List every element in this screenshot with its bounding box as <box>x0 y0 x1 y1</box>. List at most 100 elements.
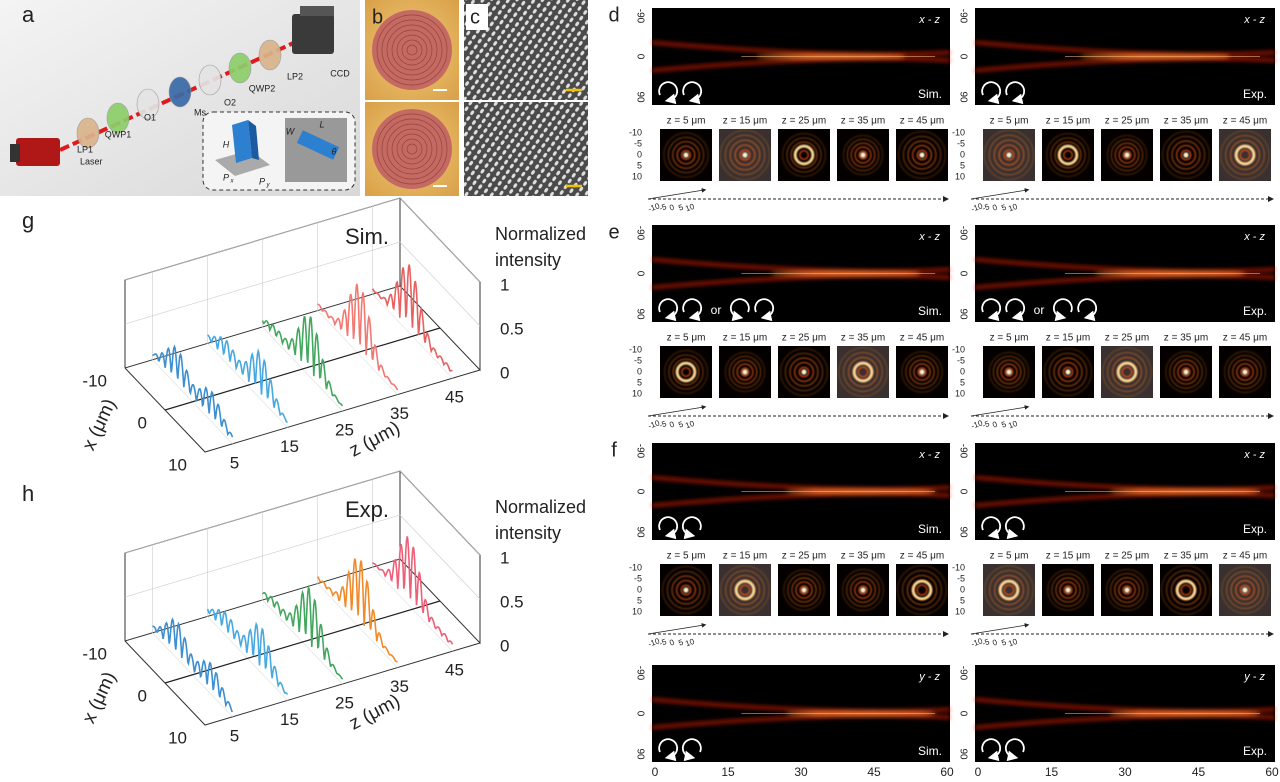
ring <box>680 149 692 161</box>
ring <box>1230 575 1260 605</box>
image-axis-diag <box>970 623 1030 635</box>
z-label: z = 25 μm <box>1105 333 1149 344</box>
metalens <box>372 10 452 90</box>
ring <box>787 573 821 607</box>
ring <box>1227 354 1263 390</box>
image-tick-label: 0 <box>637 584 642 594</box>
ring <box>1047 569 1089 611</box>
donut <box>1116 361 1138 383</box>
ring <box>724 134 766 176</box>
z-label: z = 45 μm <box>1223 116 1267 127</box>
image-tick-label: -10 <box>952 344 965 354</box>
image-tick-label: 5 <box>960 377 965 387</box>
image-tick-label: 5 <box>677 637 685 647</box>
donut <box>793 144 815 166</box>
ring <box>1122 150 1132 160</box>
ring <box>1003 149 1015 161</box>
image-tick-label: 5 <box>677 419 685 429</box>
ring <box>672 358 700 386</box>
ring <box>667 136 705 174</box>
ring <box>897 130 947 180</box>
focal-spot <box>683 152 689 158</box>
source-tag: Sim. <box>345 224 389 249</box>
image-tick-label: 10 <box>632 388 642 398</box>
ring <box>838 347 888 397</box>
rings <box>1105 568 1149 612</box>
beam-profile <box>651 714 951 729</box>
ring <box>663 132 709 178</box>
z-label: z = 15 μm <box>723 116 767 127</box>
ring <box>1165 569 1207 611</box>
intensity-trace <box>261 315 344 407</box>
inset-label: θ <box>332 146 337 156</box>
image-tick-label: 5 <box>637 377 642 387</box>
intensity-image <box>983 564 1035 616</box>
image-tick-label: -5 <box>658 637 668 648</box>
ring <box>1050 137 1086 173</box>
focal-spot <box>1183 152 1189 158</box>
focal-spot <box>742 369 748 375</box>
rings <box>1165 351 1207 393</box>
intensity-image <box>1101 346 1153 398</box>
z-label: z = 5 μm <box>667 116 706 127</box>
ring <box>1165 351 1207 393</box>
image-tick-label: 0 <box>637 149 642 159</box>
ring <box>1000 363 1018 381</box>
component-label: O1 <box>144 112 156 122</box>
image-tick-label: 0 <box>668 637 676 647</box>
strip-tick-label: 90 <box>634 91 645 103</box>
ring <box>841 568 885 612</box>
focal-spot <box>860 152 866 158</box>
rings <box>1102 347 1152 397</box>
grid-line <box>124 197 481 283</box>
pillar <box>232 120 252 163</box>
tick-label: 0 <box>138 686 147 705</box>
inset-label: W <box>286 126 296 136</box>
image-tick-label: -10 <box>970 418 984 431</box>
axis-title: intensity <box>495 250 561 270</box>
image-tick-label: 10 <box>955 171 965 181</box>
ring <box>1054 141 1082 169</box>
inset-label: y <box>266 183 271 189</box>
ring <box>676 145 696 165</box>
ring <box>724 569 766 611</box>
ring <box>1055 577 1081 603</box>
ring <box>988 569 1030 611</box>
metalens <box>372 109 452 189</box>
ring <box>1220 130 1270 180</box>
ring <box>666 570 706 610</box>
ring <box>913 363 931 381</box>
ring <box>734 144 756 166</box>
donut <box>1234 144 1256 166</box>
strip-tick-label: -90 <box>634 666 645 681</box>
image-tick-label: -10 <box>629 127 642 137</box>
image-tick-label: -5 <box>634 355 642 365</box>
rings <box>1220 130 1270 180</box>
ring <box>672 140 701 169</box>
ring <box>1106 134 1148 176</box>
ring <box>1105 568 1149 612</box>
ring <box>779 347 829 397</box>
polarization-icon <box>682 81 703 105</box>
beam-profile <box>651 492 951 507</box>
plane-label: x - z <box>1243 231 1265 243</box>
focal-spot <box>919 369 925 375</box>
polarization-icon <box>1005 81 1026 105</box>
ring <box>1053 357 1083 387</box>
image-tick-label: 5 <box>1000 202 1008 212</box>
strip-tick-label: 0 <box>957 711 968 717</box>
z-label: z = 5 μm <box>667 551 706 562</box>
ring <box>1122 585 1132 595</box>
ring <box>739 149 751 161</box>
focal-spot <box>1065 369 1071 375</box>
image-tick-label: 10 <box>955 606 965 616</box>
ring <box>1118 146 1136 164</box>
distance-tick-label: 45 <box>867 765 881 779</box>
zone-ring <box>386 123 438 175</box>
ring <box>993 574 1025 606</box>
zone-ring <box>401 138 423 160</box>
polarization-icon <box>658 81 679 105</box>
polarization-icon <box>1077 298 1098 322</box>
ring <box>1048 352 1088 392</box>
component-label: Laser <box>80 156 103 166</box>
